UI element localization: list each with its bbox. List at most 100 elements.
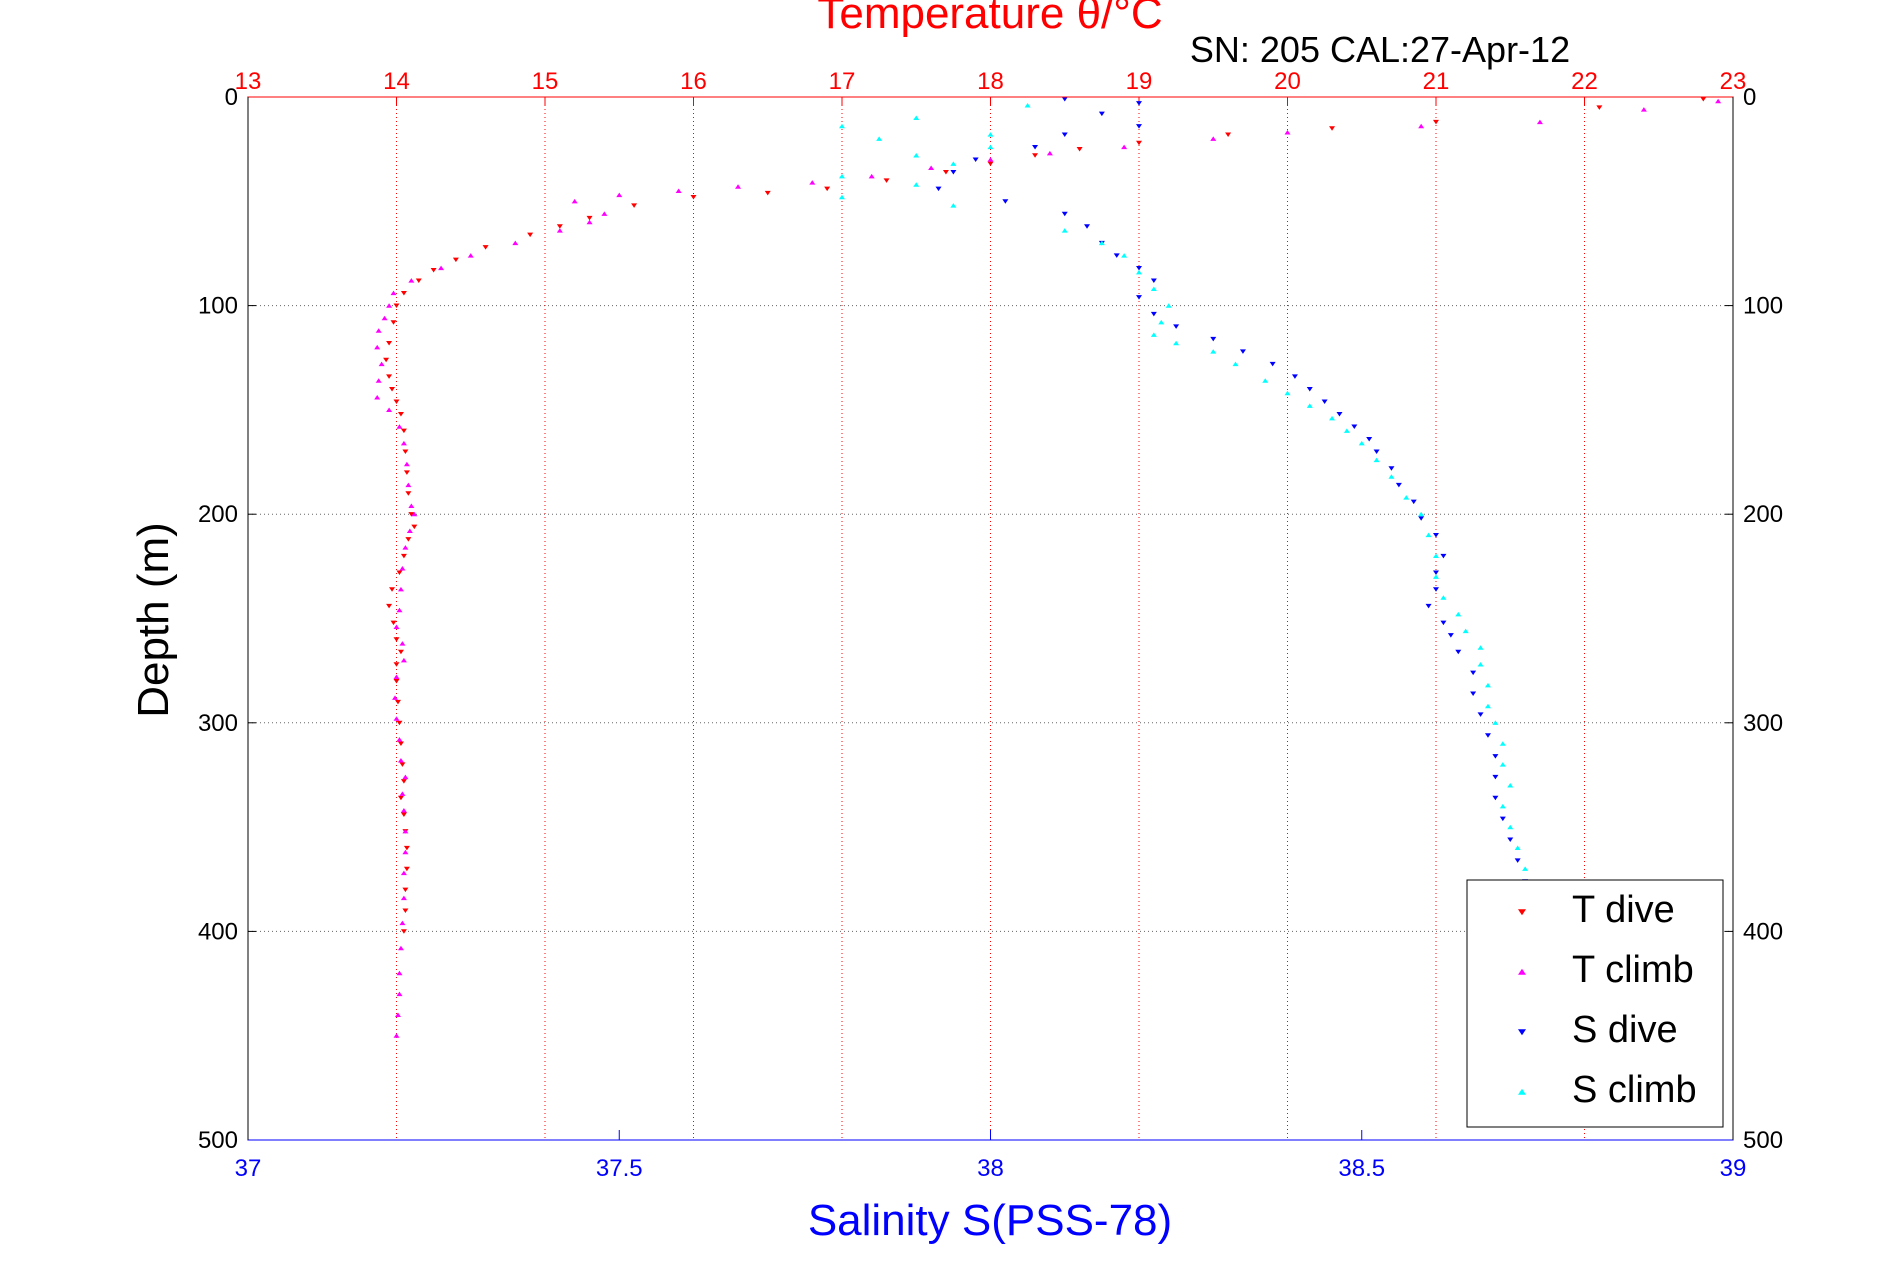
legend-label: S dive [1572,1009,1678,1051]
data-point [1388,466,1395,471]
data-point [527,232,534,238]
temperature-tick-label: 19 [1126,68,1153,95]
data-point [397,411,404,417]
data-point [400,440,407,446]
tick-labels: 0 0 100 100 200 200 300 300 400 400 500 500 13 14 15 16… [198,68,1783,1182]
data-point [389,587,396,592]
data-point [375,328,382,333]
data-point [839,123,845,129]
data-point [1061,132,1068,137]
legend-marker [1518,968,1526,975]
data-point [839,194,845,200]
data-point [1121,144,1128,150]
temperature-tick-label: 15 [532,68,559,95]
data-point [1284,130,1291,135]
data-point [556,224,563,229]
data-point [690,195,697,200]
data-point [1499,816,1506,822]
data-point [1343,428,1350,433]
data-point [386,374,393,379]
y-tick-label-right: 200 [1743,501,1783,528]
data-point [1121,253,1128,258]
y-tick-label-right: 0 [1743,84,1756,111]
data-point [374,344,381,350]
data-point [405,482,412,488]
data-point [438,265,445,271]
data-point [1447,633,1454,638]
y-tick-label-right: 400 [1743,918,1783,945]
data-point [393,303,400,308]
data-point [393,1033,400,1038]
data-point [399,920,406,926]
data-point [402,887,409,893]
data-point [386,407,393,412]
data-point [482,245,489,250]
data-point [397,649,404,655]
data-point [1113,253,1120,258]
data-point [1150,332,1157,337]
temperature-tick-label: 21 [1423,68,1450,95]
y-tick-label-left: 200 [198,501,238,528]
data-marks [374,96,1722,1038]
data-point [399,791,406,796]
data-point [430,268,437,273]
data-point [396,424,403,429]
data-point [1306,386,1313,392]
data-point [972,157,979,162]
data-point [935,186,942,192]
data-point [393,716,400,721]
data-point [393,624,400,629]
legend: T dive T climb S dive S climb [1466,879,1724,1128]
data-point [586,215,593,221]
data-point [1507,824,1514,830]
chart-title: Temperature θ/°C [817,0,1162,38]
data-point [389,386,396,392]
data-point [1388,474,1395,479]
data-point [616,192,623,198]
data-point [1306,403,1313,408]
data-point [1433,532,1439,538]
data-point [1470,691,1477,696]
data-point [1433,119,1439,125]
data-point [1136,140,1142,146]
data-point [1061,96,1068,102]
data-point [987,157,994,162]
data-point [1210,136,1217,141]
data-point [913,153,920,158]
data-point [824,186,831,192]
data-point [1514,845,1521,851]
data-point [1477,661,1484,667]
data-point [1700,96,1707,102]
x-axis-label: Salinity S(PSS-78) [808,1196,1172,1245]
legend-marker [1518,1088,1526,1095]
legend-box [1466,879,1724,1128]
data-point [399,641,406,646]
data-point [1210,336,1217,342]
data-point [1433,570,1439,576]
data-point [764,190,771,196]
data-point [839,173,845,179]
data-point [950,161,957,166]
data-point [1002,199,1009,204]
data-point [390,320,397,325]
data-point [402,828,409,834]
data-point [386,303,393,308]
temperature-tick-label: 13 [235,68,262,95]
axes [247,96,1734,1141]
data-point [452,257,459,263]
data-point [394,1012,401,1017]
data-point [1492,754,1499,759]
temperature-tick-label: 17 [829,68,856,95]
data-point [735,184,742,189]
temperature-tick-label: 16 [680,68,707,95]
data-point [1150,286,1157,292]
data-point [399,762,406,767]
data-point [1425,603,1432,609]
data-point [1084,224,1091,229]
data-point [408,512,415,517]
data-point [1440,553,1447,559]
series-t-dive [383,96,1707,934]
data-point [1462,628,1469,634]
temperature-tick-label: 20 [1274,68,1301,95]
data-point [1358,440,1365,446]
